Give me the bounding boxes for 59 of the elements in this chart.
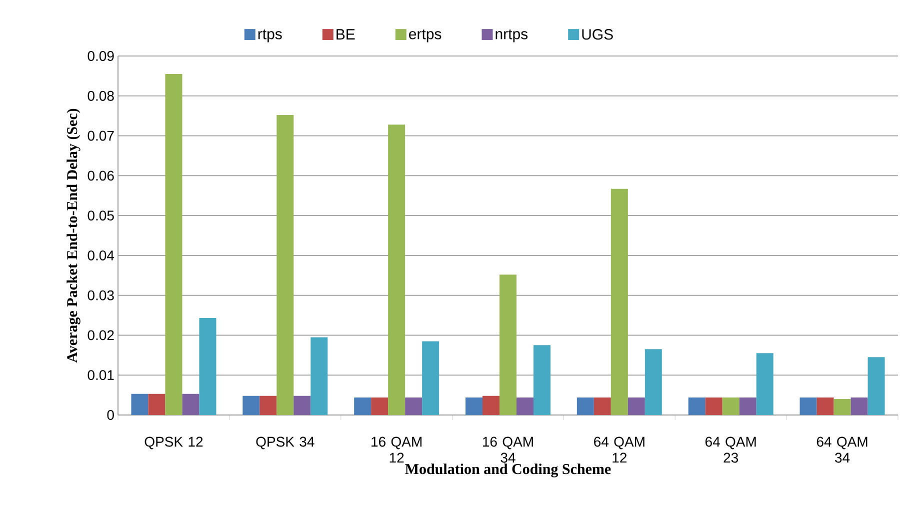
bar [182, 394, 200, 415]
bar [131, 394, 148, 415]
y-tick-label: 0 [107, 410, 114, 420]
x-tick-label: QPSK 34 [256, 436, 314, 450]
bar [756, 353, 774, 415]
x-tick-label: 64 QAM 12 [594, 436, 644, 463]
bar [516, 397, 534, 415]
legend-label: UGS [582, 29, 613, 40]
bar [242, 396, 260, 415]
bar [533, 345, 550, 415]
bar [371, 397, 388, 415]
bar [594, 397, 611, 415]
y-tick-label: 0.05 [88, 210, 114, 221]
y-tick-label: 0.01 [88, 370, 114, 380]
x-tick-label: 64 QAM 34 [816, 436, 868, 463]
bar [422, 341, 440, 415]
bar [310, 337, 328, 415]
x-tick-label: 16 QAM 12 [372, 436, 422, 463]
bar [610, 188, 628, 415]
bar [276, 115, 294, 415]
bar [644, 349, 662, 415]
bar [466, 397, 482, 415]
bar [405, 397, 422, 415]
bar [576, 397, 594, 415]
bar [500, 274, 516, 415]
bar [628, 397, 645, 415]
y-tick-label: 0.03 [88, 290, 114, 300]
y-axis-title: Average Packet End-to-End Delay (Sec) [66, 108, 80, 363]
y-tick-label: 0.07 [88, 130, 114, 141]
x-axis-title: Modulation and Coding Scheme [405, 464, 611, 478]
bar [816, 397, 834, 415]
legend-label: nrtps [496, 29, 528, 42]
y-tick-label: 0.09 [88, 51, 114, 61]
y-tick-label: 0.04 [88, 250, 114, 260]
x-tick-label: 16 QAM 34 [483, 436, 533, 463]
x-tick-label: 64 QAM 23 [705, 436, 756, 463]
bar [834, 399, 851, 415]
legend-label: rtps [258, 29, 282, 42]
bar [739, 397, 756, 415]
bar [260, 396, 277, 415]
bar [868, 357, 885, 415]
bar [688, 397, 706, 415]
bar [705, 397, 722, 415]
bar [850, 397, 868, 415]
bar [388, 124, 406, 415]
legend-label: ertps [409, 29, 442, 42]
legend-label: BE [336, 29, 355, 40]
x-tick-label: QPSK 12 [144, 436, 203, 450]
bar [354, 397, 372, 415]
y-tick-label: 0.02 [88, 330, 114, 340]
bar [199, 318, 216, 415]
bar [482, 396, 500, 415]
bar [294, 396, 311, 415]
bar [722, 397, 740, 415]
bar [165, 74, 182, 415]
bar [148, 394, 166, 415]
bar [800, 397, 817, 415]
y-tick-label: 0.08 [88, 90, 114, 101]
y-tick-label: 0.06 [88, 170, 114, 181]
